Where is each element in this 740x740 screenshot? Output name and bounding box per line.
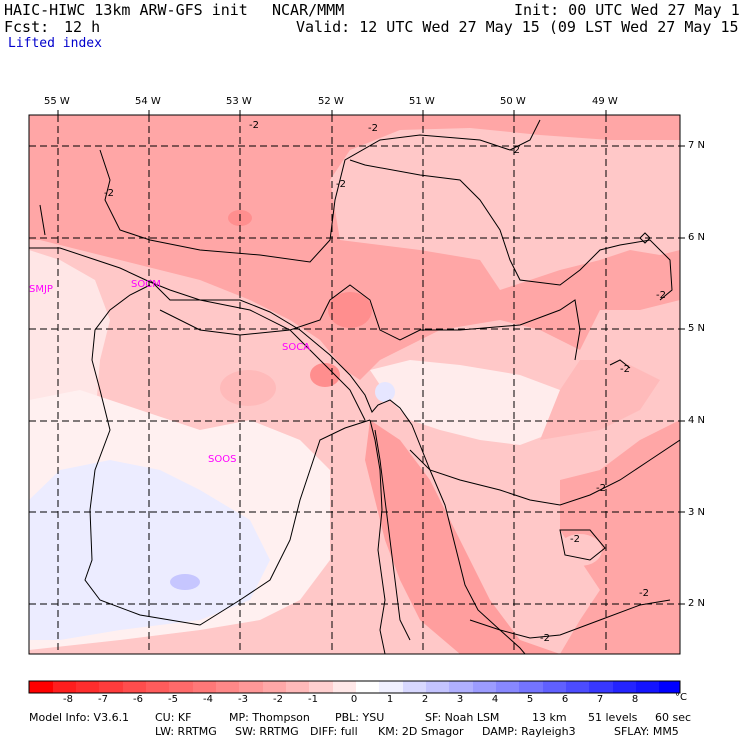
- model-diff: DIFF: full: [310, 725, 358, 738]
- colorbar-label: -4: [203, 694, 213, 705]
- model-sf: SF: Noah LSM: [425, 711, 500, 724]
- contour-label: -2: [570, 534, 580, 545]
- colorbar-unit: °C: [675, 692, 687, 703]
- field-name: Lifted index: [8, 36, 102, 51]
- lat-label: 4 N: [688, 415, 706, 426]
- model-damp: DAMP: Rayleigh3: [482, 725, 576, 738]
- lon-label: 55 W: [44, 96, 70, 107]
- field-zone: [558, 534, 602, 566]
- map-frame: [28, 114, 681, 655]
- colorbar-label: 3: [456, 694, 464, 705]
- colorbar-label: 6: [561, 694, 569, 705]
- lon-label: 52 W: [318, 96, 344, 107]
- colorbar-label: -8: [63, 694, 73, 705]
- contour-label: -2: [620, 364, 630, 375]
- model-res: 13 km: [532, 711, 567, 724]
- contour-label: -2: [104, 188, 114, 199]
- center-label: NCAR/MMM: [272, 1, 345, 19]
- model-cu: CU: KF: [155, 711, 192, 724]
- field-zone: [540, 360, 660, 440]
- fcst-label: Fcst:: [4, 18, 50, 36]
- station-label-socm: SOCM: [131, 279, 161, 290]
- model-km: KM: 2D Smagor: [378, 725, 464, 738]
- colorbar: [28, 680, 681, 694]
- model-info: Model Info: V3.6.1: [29, 711, 130, 724]
- contour-label: -2: [540, 633, 550, 644]
- field-zone: [29, 250, 110, 440]
- lat-label: 7 N: [688, 140, 706, 151]
- colorbar-label: 4: [491, 694, 499, 705]
- field-zone: [560, 420, 680, 654]
- init-time: Init: 00 UTC Wed 27 May 15: [514, 1, 740, 19]
- colorbar-label: 0: [350, 694, 358, 705]
- lat-label: 3 N: [688, 507, 706, 518]
- station-label-soos: SOOS: [208, 454, 236, 465]
- colorbar-label: -7: [98, 694, 108, 705]
- model-sw: SW: RRTMG: [235, 725, 299, 738]
- coast-borders: [29, 247, 526, 654]
- lat-label: 5 N: [688, 323, 706, 334]
- contour-label: -2: [639, 588, 649, 599]
- valid-time: Valid: 12 UTC Wed 27 May 15 (09 LST Wed …: [296, 18, 740, 36]
- colorbar-label: -6: [133, 694, 143, 705]
- model-lw: LW: RRTMG: [155, 725, 217, 738]
- field-zone: [375, 382, 395, 402]
- model-levels: 51 levels: [588, 711, 638, 724]
- lat-label: 2 N: [688, 598, 706, 609]
- lat-label: 6 N: [688, 232, 706, 243]
- colorbar-label: 2: [421, 694, 429, 705]
- colorbar-label: -1: [308, 694, 318, 705]
- fcst-value: 12 h: [64, 18, 101, 36]
- contour-label: -2: [368, 123, 378, 134]
- colorbar-label: 7: [596, 694, 604, 705]
- model-title: HAIC-HIWC 13km ARW-GFS init: [4, 1, 248, 19]
- model-timestep: 60 sec: [655, 711, 692, 724]
- contour-label: -2: [596, 483, 606, 494]
- colorbar-label: 1: [386, 694, 394, 705]
- field-zone: [370, 360, 560, 445]
- lon-label: 50 W: [500, 96, 526, 107]
- model-sflay: SFLAY: MM5: [614, 725, 679, 738]
- colorbar-label: -2: [273, 694, 283, 705]
- lon-label: 53 W: [226, 96, 252, 107]
- map-ticks: [57, 110, 685, 605]
- colorbar-label: 5: [526, 694, 534, 705]
- colorbar-label: 8: [631, 694, 639, 705]
- colorbar-label: -3: [238, 694, 248, 705]
- contour-label: -2: [510, 145, 520, 156]
- contour-label: -2: [249, 120, 259, 131]
- field-zone: [220, 370, 276, 406]
- model-pbl: PBL: YSU: [335, 711, 385, 724]
- field-zone: [29, 115, 680, 380]
- lon-label: 54 W: [135, 96, 161, 107]
- lon-label: 49 W: [592, 96, 618, 107]
- colorbar-label: -5: [168, 694, 178, 705]
- contour-label: -2: [656, 290, 666, 301]
- field-zone: [170, 574, 200, 590]
- contour-label: -2: [336, 179, 346, 190]
- model-mp: MP: Thompson: [229, 711, 310, 724]
- station-label-smjp: SMJP: [29, 284, 53, 295]
- field-zone: [365, 420, 560, 654]
- lon-label: 51 W: [409, 96, 435, 107]
- field-zone: [328, 292, 372, 328]
- latlon-grid: [29, 115, 680, 654]
- station-label-soca: SOCA: [282, 342, 310, 353]
